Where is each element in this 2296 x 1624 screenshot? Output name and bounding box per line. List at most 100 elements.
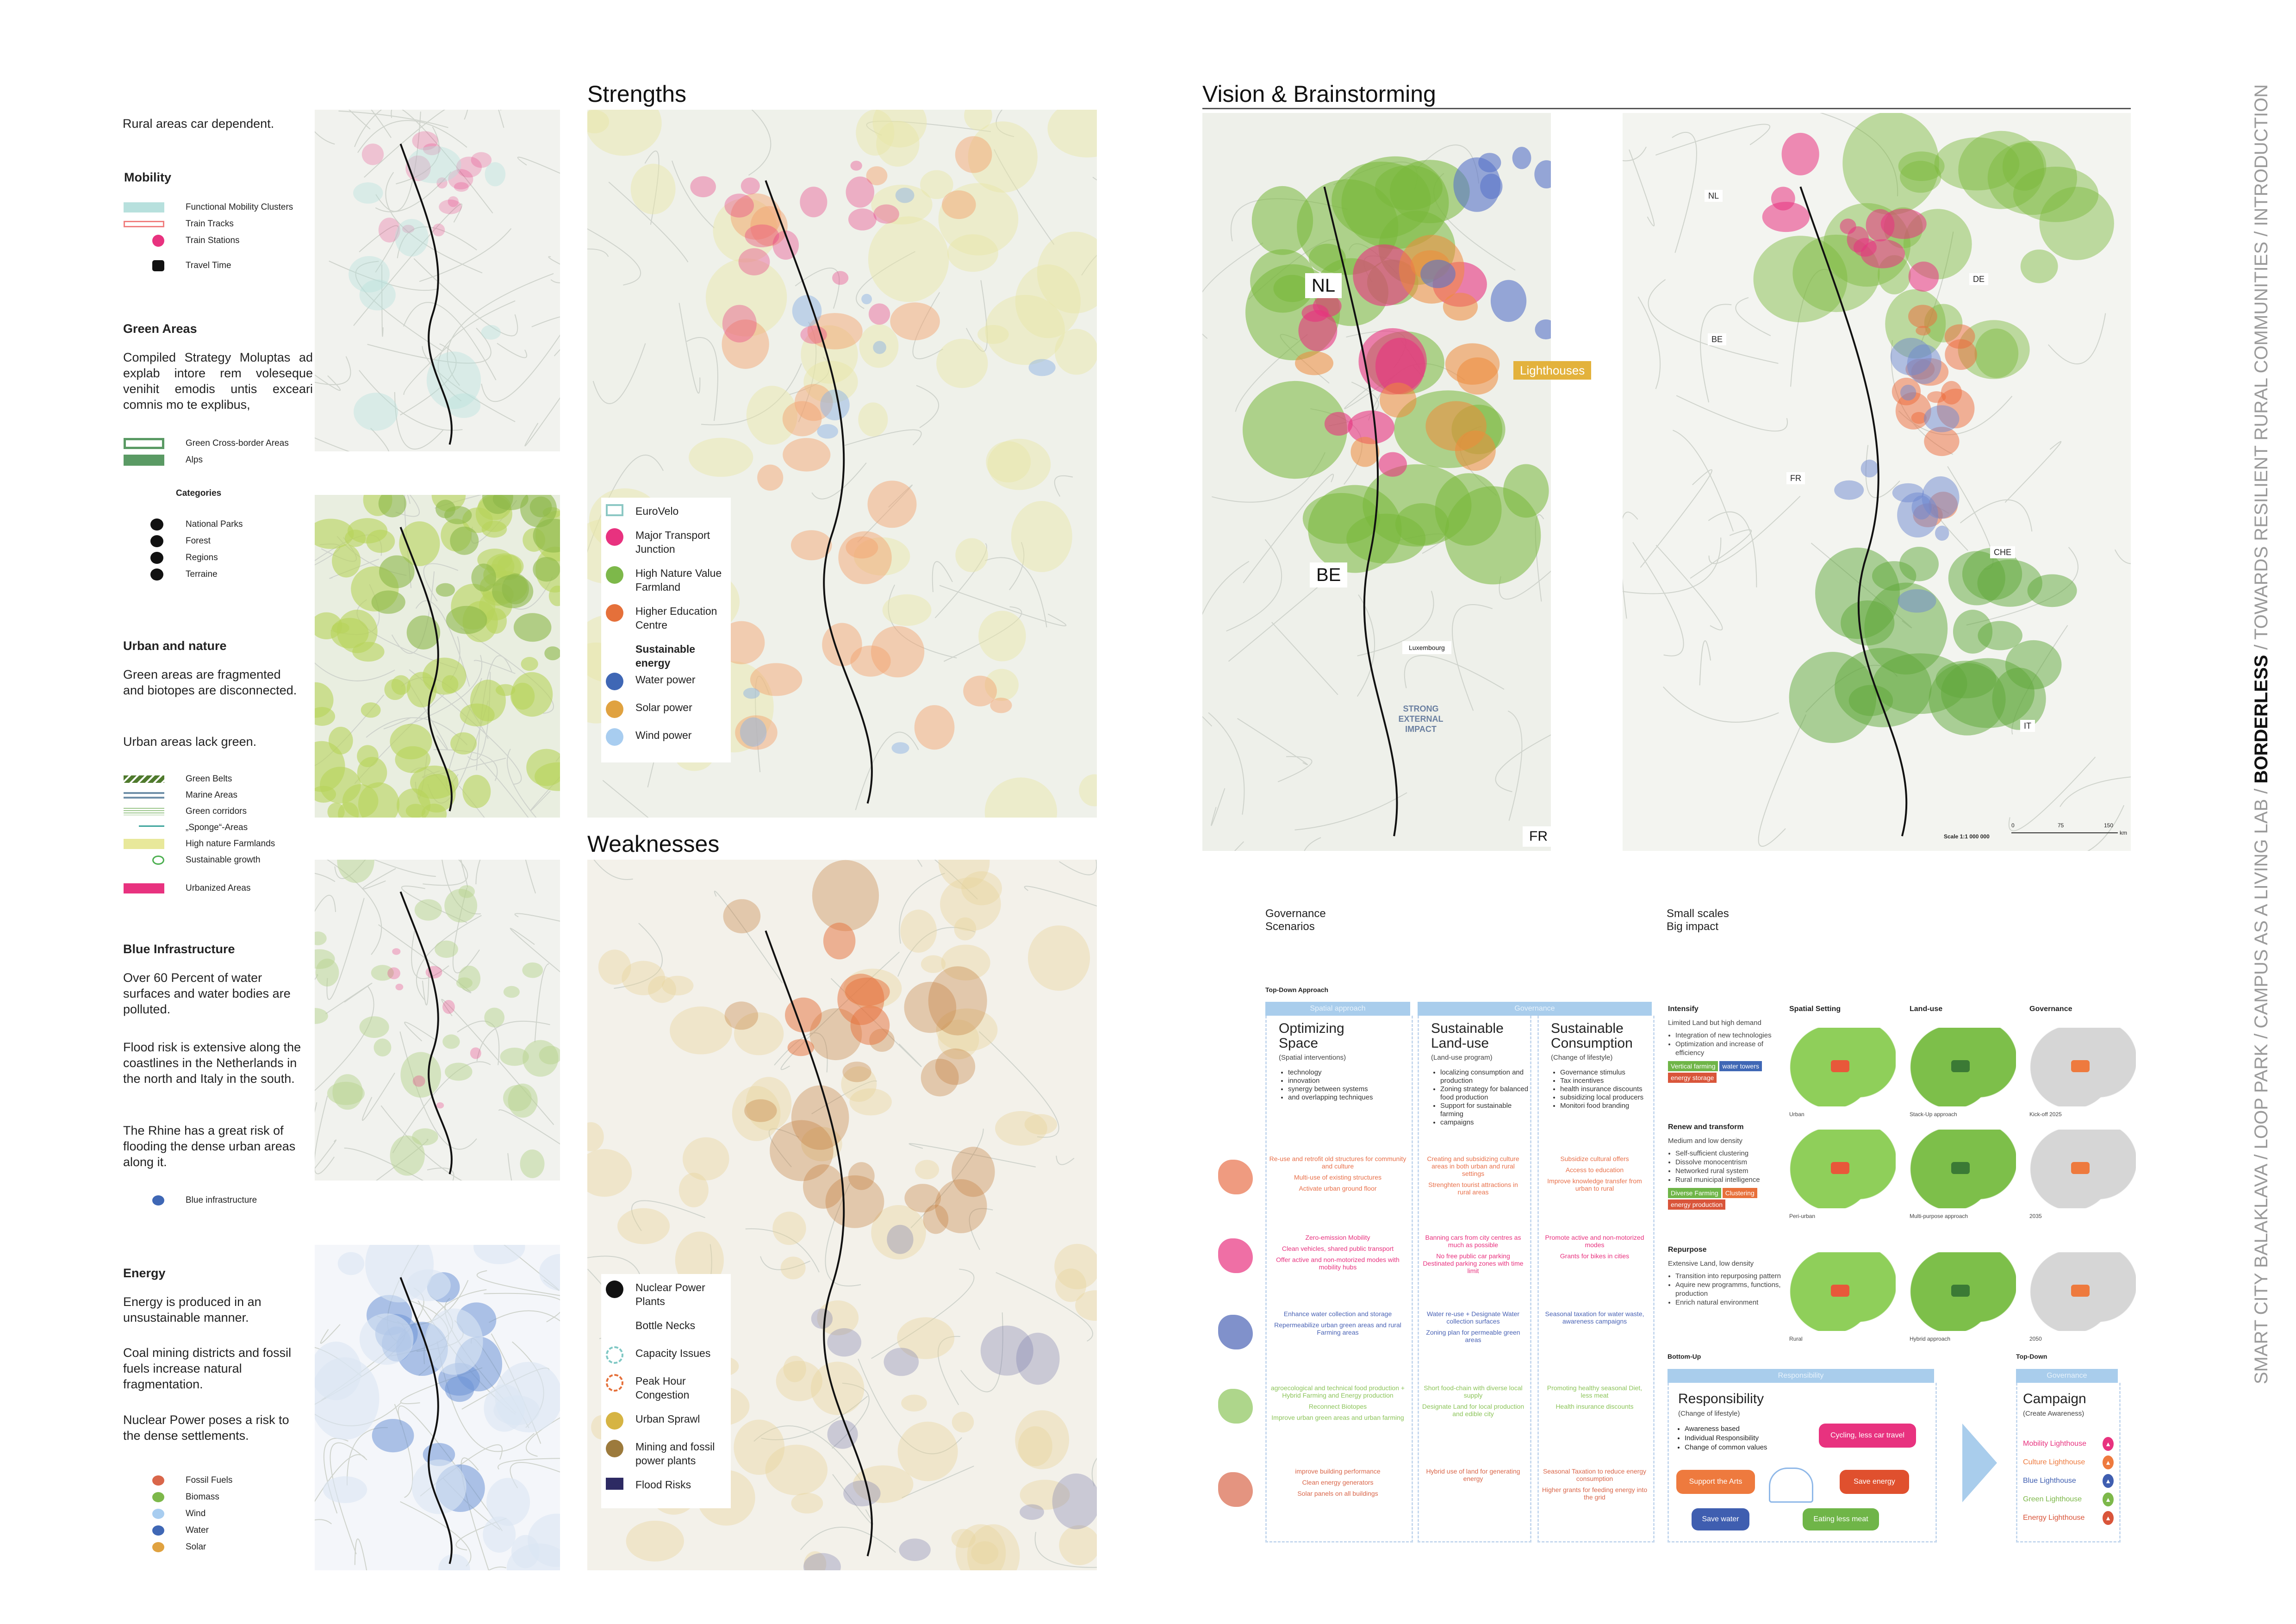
strengths-legend: EuroVelo Major Transport Junction High Nat… (601, 498, 731, 762)
scenario-bullets: Governance stimulusTax incentiveshealth … (1560, 1068, 1653, 1110)
responsibility-box: Responsibility (Change of lifestyle) Aware… (1668, 1383, 1937, 1543)
green-areas-map[interactable] (315, 495, 560, 818)
legend-swatch (124, 775, 164, 783)
signpost-icon (124, 518, 164, 531)
energy-legend: Fossil Fuels Biomass Wind Water Solar (124, 1472, 318, 1555)
scale-tick: 0 (2011, 822, 2015, 829)
legend-item: Wind (124, 1505, 318, 1522)
bullet: Optimization and increase of efficiency (1675, 1040, 1784, 1057)
energy-map[interactable] (315, 1245, 560, 1570)
mountain-icon (124, 568, 164, 581)
column-heading: Governance (2029, 1005, 2072, 1013)
legend-label: Functional Mobility Clusters (186, 202, 293, 212)
legend-label: Wind power (635, 729, 692, 741)
lifestyle-bubble: Cycling, less car travel (1819, 1424, 1916, 1448)
mobility-cluster-swatch (124, 202, 164, 212)
urban-legend: Green Belts Marine Areas Green corridors „S… (124, 771, 318, 896)
vision-map-benelux[interactable] (1202, 113, 1551, 851)
legend-item: Solar power (606, 700, 726, 718)
measure: Strenghten tourist attractions in rural … (1428, 1181, 1518, 1196)
breadcrumb-before: SMART CITY BALAKLAVA / LOOP PARK / CAMPU… (2251, 783, 2271, 1384)
legend-label: Bottle Necks (635, 1319, 696, 1331)
scenario-column: Sustainable Consumption (Change of lifest… (1537, 1016, 1655, 1543)
measure: Re-use and retrofit old structures for c… (1269, 1155, 1406, 1170)
spatial-approach-header: Spatial approach (1265, 1002, 1410, 1016)
legend-label: Blue infrastructure (186, 1195, 257, 1205)
top-down-label: Top-Down (2016, 1353, 2047, 1360)
scenario-cell: Creating and subsidizing culture areas i… (1421, 1155, 1525, 1199)
graduation-cap-icon (606, 604, 623, 622)
lighthouse-label: Blue Lighthouse (2023, 1477, 2076, 1485)
scenario-column: Optimizing Space (Spatial interventions) t… (1265, 1016, 1413, 1543)
legend-label: Solar power (635, 701, 692, 713)
blue-text-1: Over 60 Percent of water surfaces and wa… (123, 971, 291, 1016)
mobility-map[interactable] (315, 110, 560, 451)
scenario-cell: Banning cars from city centres as much a… (1421, 1234, 1525, 1278)
isometric-illustration (1789, 1028, 1896, 1106)
green-legend: Green Cross-border Areas Alps (124, 435, 318, 468)
legend-label: Flood Risks (635, 1479, 691, 1491)
legend-label: Travel Time (186, 261, 231, 270)
scale-tick: 75 (2058, 822, 2064, 829)
legend-label: Water (186, 1525, 209, 1535)
legend-item: Green corridors (124, 803, 318, 819)
urban-nature-text-2: Urban areas lack green. (123, 735, 257, 749)
culture-icon (1218, 1160, 1253, 1194)
illustration-caption: Stack-Up approach (1910, 1111, 1957, 1118)
tag: Clustering (1722, 1188, 1757, 1198)
bullet: Zoning strategy for balanced food produc… (1440, 1085, 1530, 1102)
scenario-title: Sustainable Consumption (1551, 1021, 1633, 1051)
measure: Access to education (1565, 1166, 1624, 1174)
legend-label: Biomass (186, 1492, 219, 1502)
biomass-icon (124, 1492, 164, 1502)
scenario-cell: Seasonal taxation for water waste, aware… (1541, 1310, 1648, 1329)
responsibility-bullets: Awareness basedIndividual Responsibility… (1678, 1424, 1805, 1452)
scale-bar (2011, 832, 2118, 833)
map-label-fr: FR (1786, 472, 1805, 484)
illustration-caption: Hybrid approach (1910, 1336, 1951, 1342)
urban-nature-text: Green areas are fragmented and biotopes … (123, 668, 297, 697)
scenario-cell: Water re-use + Designate Water collectio… (1421, 1310, 1525, 1347)
tag: Vertical farming (1668, 1061, 1718, 1071)
lighthouse-icon: ▲ (2103, 1474, 2114, 1488)
bullet: Change of common values (1685, 1443, 1805, 1452)
legend-swatch (124, 807, 164, 815)
legend-item: Alps (124, 452, 318, 468)
scenario-bullets: technologyinnovationsynergy between syst… (1288, 1068, 1412, 1102)
bullet: Transition into repurposing pattern (1675, 1272, 1784, 1280)
scale-tick: 150 (2104, 822, 2114, 829)
column-heading: Land-use (1910, 1005, 1943, 1013)
energy-heading: Energy (123, 1266, 166, 1280)
legend-item: Travel Time (124, 257, 318, 274)
measure: Hybrid use of land for generating energy (1426, 1468, 1520, 1482)
lighthouse-item: Blue Lighthouse ▲ (2023, 1472, 2114, 1490)
arrow-right-icon (1962, 1424, 1997, 1502)
vision-map-corridor[interactable] (1623, 113, 2131, 851)
illustration-caption: 2050 (2029, 1336, 2042, 1342)
campaign-subtitle: (Create Awareness) (2023, 1410, 2084, 1418)
scale-row-text: Renew and transform Medium and low densit… (1668, 1123, 1784, 1211)
mine-cart-icon (124, 1475, 164, 1486)
blue-infrastructure-map[interactable] (315, 860, 560, 1181)
map-label-nl: NL (1705, 190, 1723, 202)
scenario-cell: agroecological and technical food produc… (1269, 1384, 1406, 1425)
mobility-heading: Mobility (124, 170, 171, 184)
legend-swatch (124, 883, 164, 893)
scale-unit: km (2120, 830, 2127, 836)
lifestyle-bubble: Save energy (1840, 1470, 1909, 1494)
legend-label: National Parks (186, 519, 243, 529)
legend-item: Fossil Fuels (124, 1472, 318, 1489)
scale-row-title: Renew and transform (1668, 1123, 1744, 1131)
responsibility-title: Responsibility (1678, 1391, 1764, 1406)
bullet: Rural municipal intelligence (1675, 1175, 1784, 1184)
isometric-illustration (1910, 1130, 2016, 1208)
legend-label: High nature Farmlands (186, 838, 275, 849)
eurovelo-swatch (606, 504, 623, 516)
legend-item: Functional Mobility Clusters (124, 199, 318, 216)
legend-item: High Nature Value Farmland (606, 566, 726, 594)
measure: Repermeabilize urban green areas and rur… (1274, 1321, 1401, 1336)
legend-swatch (139, 825, 164, 830)
green-areas-heading: Green Areas (123, 322, 197, 336)
lighthouse-label: Energy Lighthouse (2023, 1514, 2085, 1522)
urban-nature-heading: Urban and nature (123, 639, 227, 653)
